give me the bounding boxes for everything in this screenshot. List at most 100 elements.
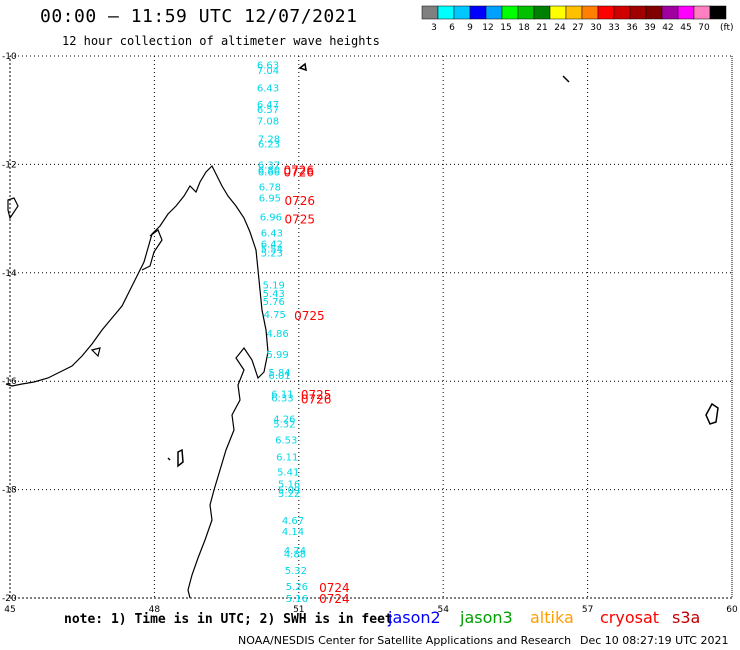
wave-height-label: 6.11	[271, 390, 293, 401]
wave-height-label: 7.28	[258, 134, 280, 145]
color-legend: 3 6 9 12 15 18 21 24 27 30 33 36 39 42 45 70 (ft)	[421, 5, 734, 33]
satellite-jason3: jason3	[460, 608, 513, 627]
island-north-west	[7, 197, 19, 220]
legend-tick-label: 21	[536, 23, 547, 33]
legend-tick-label: 33	[608, 23, 619, 33]
lon-tick-label: 48	[149, 605, 161, 615]
legend-tick-label: 70	[698, 23, 710, 33]
tromelin-island	[298, 62, 307, 72]
wave-height-label: 5.09	[278, 486, 300, 497]
legend-swatch	[661, 5, 679, 20]
wave-height-label: 4.67	[282, 516, 304, 527]
wave-height-label: 6.11	[276, 453, 298, 464]
wave-height-label: 7.08	[257, 116, 279, 127]
legend-tick-label: 36	[626, 23, 638, 33]
legend-swatch	[501, 5, 519, 20]
credit-timestamp: Dec 10 08:27:19 UTC 2021	[580, 634, 729, 647]
islands	[167, 62, 719, 468]
wave-height-label: 6.53	[275, 436, 297, 447]
wave-height-label: 6.80	[258, 165, 280, 176]
legend-tick-label: 3	[431, 23, 437, 33]
legend-swatch	[581, 5, 599, 20]
wave-height-label: 4.88	[284, 550, 306, 561]
credit-line: NOAA/NESDIS Center for Satellite Applica…	[238, 634, 572, 647]
time-label: 0725	[301, 388, 332, 402]
lat-tick-label: -10	[2, 52, 17, 62]
time-label: 0724	[319, 581, 350, 595]
legend-tick-label: 30	[590, 23, 602, 33]
wave-height-label: 6.66	[258, 167, 280, 178]
time-label: 0724	[319, 592, 350, 606]
wave-height-label: 6.23	[258, 139, 280, 150]
legend-swatch	[693, 5, 711, 20]
time-label: 0726	[301, 393, 332, 407]
legend-swatch	[645, 5, 663, 20]
wave-height-label: 4.26	[273, 415, 295, 426]
satellite-jason2: jason2	[388, 608, 441, 627]
time-label: 0725	[284, 213, 315, 227]
coastline	[5, 164, 269, 599]
footer-note: note: 1) Time is in UTC; 2) SWH is in fe…	[64, 612, 393, 627]
lon-tick-label: 54	[437, 605, 449, 615]
legend-swatch	[421, 5, 439, 20]
legend-tick-label: 9	[467, 23, 473, 33]
reunion-island	[177, 448, 184, 468]
madagascar-coastline	[5, 164, 269, 599]
wave-height-label: 6.01	[268, 371, 290, 382]
wave-height-label: 5.76	[263, 297, 285, 308]
legend-tick-label: 24	[554, 23, 566, 33]
wave-height-label: 6.47	[257, 100, 279, 111]
map-frame	[9, 55, 733, 599]
lon-tick-label: 57	[582, 605, 593, 615]
wave-height-label: 6.37	[258, 160, 280, 171]
legend-swatch	[549, 5, 567, 20]
wave-height-label: 5.43	[263, 289, 285, 300]
island-small-west	[167, 457, 171, 461]
wave-height-label: 6.78	[259, 183, 281, 194]
wave-height-label: 5.99	[266, 350, 288, 361]
time-label: 0726	[284, 163, 315, 177]
wave-height-label: 6.33	[271, 393, 293, 404]
wave-height-label: 5.32	[285, 566, 307, 577]
legend-swatch	[613, 5, 631, 20]
satellite-altika: altika	[530, 608, 574, 627]
west-coast-inlet	[141, 229, 163, 271]
legend-tick-label: 12	[482, 23, 493, 33]
page-title: 00:00 – 11:59 UTC 12/07/2021	[40, 6, 358, 27]
time-label: 0726	[284, 194, 315, 208]
wave-height-label: 5.54	[261, 244, 283, 255]
page-subtitle: 12 hour collection of altimeter wave hei…	[62, 34, 380, 48]
wave-height-label: 5.16	[278, 480, 300, 491]
legend-tick-label: 42	[662, 23, 673, 33]
legend-swatch	[709, 5, 727, 20]
lat-tick-label: -16	[2, 377, 17, 387]
wave-height-label: 5.19	[263, 281, 285, 292]
legend-swatch	[597, 5, 615, 20]
legend-swatch	[469, 5, 487, 20]
legend-swatch	[485, 5, 503, 20]
map-grid: 45 48 51 54 57 60 -10 -12 -14 -16 -18 -20	[2, 52, 738, 615]
legend-swatch	[533, 5, 551, 20]
lat-tick-label: -12	[2, 160, 17, 170]
wave-height-label: 6.42	[261, 240, 283, 251]
wave-height-label: 6.57	[257, 105, 279, 116]
lat-tick-label: -14	[2, 269, 17, 279]
legend-swatch	[565, 5, 583, 20]
time-label: 0725	[294, 309, 325, 323]
wave-height-label: 5.26	[286, 582, 308, 593]
lat-tick-label: -20	[2, 594, 17, 604]
wave-height-label: 6.63	[257, 61, 279, 72]
legend-tick-label: 39	[644, 23, 656, 33]
legend-tick-label: 45	[680, 23, 691, 33]
satellite-s3a: s3a	[672, 608, 701, 627]
wave-height-label: 6.95	[259, 193, 281, 204]
wave-height-label: 5.16	[286, 594, 308, 605]
wave-height-label: 6.43	[261, 229, 283, 240]
wave-height-label: 5.22	[278, 489, 300, 500]
wave-height-label: 4.74	[284, 546, 306, 557]
legend-swatch	[437, 5, 455, 20]
wave-height-label: 6.96	[260, 212, 282, 223]
mauritius-island	[705, 402, 719, 425]
wave-height-label: 4.14	[282, 527, 304, 538]
